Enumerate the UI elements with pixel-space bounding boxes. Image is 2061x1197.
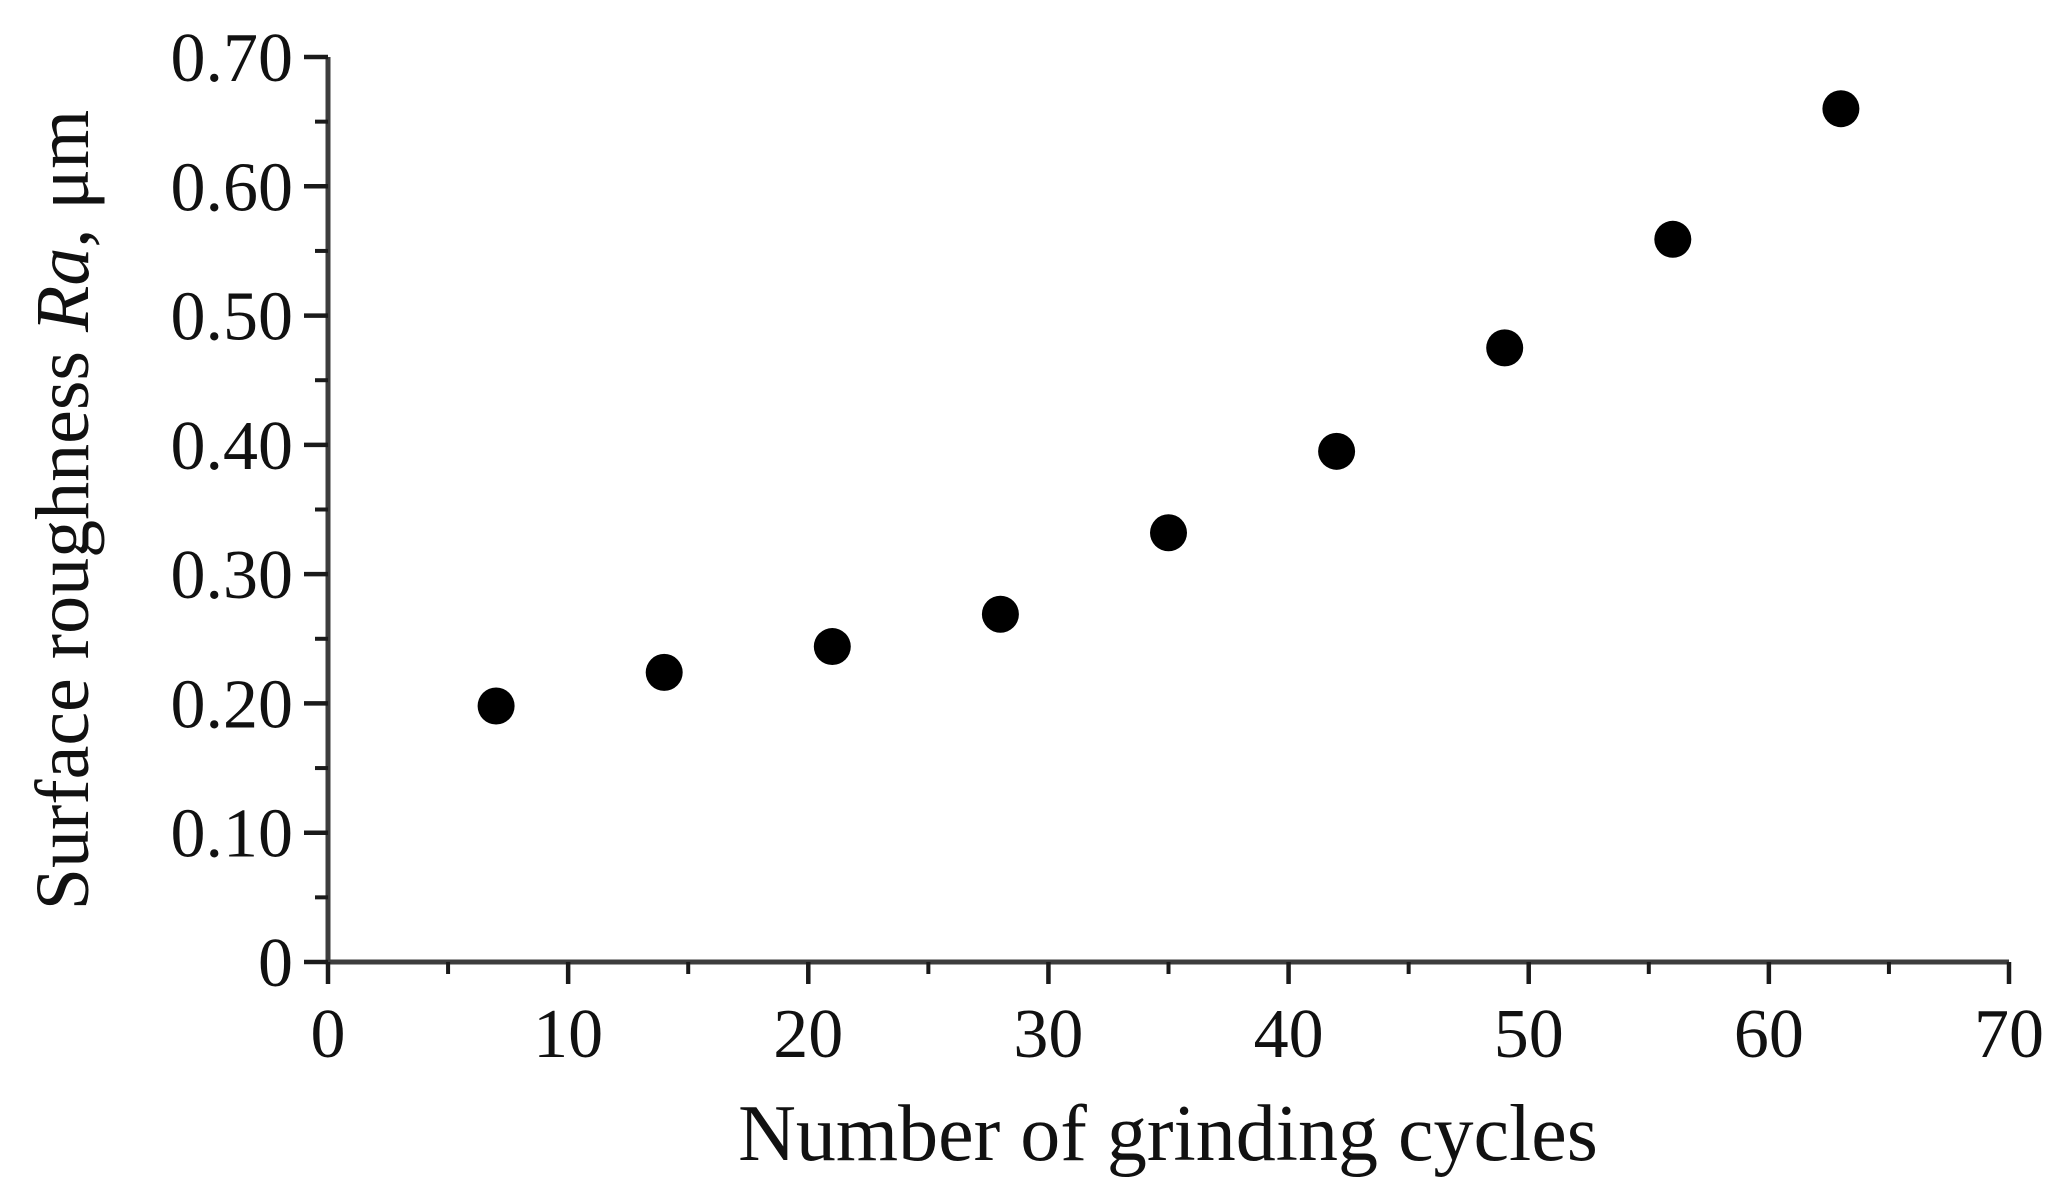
y-axis-title-variable: Ra bbox=[21, 248, 105, 333]
data-point bbox=[1318, 432, 1356, 470]
x-tick-label: 10 bbox=[533, 996, 603, 1073]
data-point bbox=[645, 653, 683, 691]
y-axis-title-prefix: Surface roughness bbox=[21, 332, 105, 910]
y-tick-label: 0.70 bbox=[171, 20, 294, 97]
y-axis-title: Surface roughness Ra, μm bbox=[21, 110, 105, 911]
x-tick-label: 30 bbox=[1013, 996, 1083, 1073]
y-tick-label: 0 bbox=[258, 925, 293, 1002]
data-point bbox=[1654, 220, 1692, 258]
axis-spine bbox=[325, 57, 2009, 965]
x-tick-label: 0 bbox=[311, 996, 346, 1073]
x-tick-label: 50 bbox=[1494, 996, 1564, 1073]
major-ticks bbox=[304, 54, 2012, 984]
axes bbox=[325, 57, 2009, 965]
y-tick-label: 0.20 bbox=[171, 666, 294, 743]
x-axis-tick-labels: 0 10 20 30 40 50 60 70 bbox=[311, 996, 2045, 1073]
data-points bbox=[477, 90, 1860, 725]
y-tick-label: 0.10 bbox=[171, 796, 294, 873]
data-point bbox=[477, 687, 515, 725]
minor-ticks bbox=[315, 119, 1891, 974]
data-point bbox=[981, 595, 1019, 633]
data-point bbox=[1150, 514, 1187, 552]
data-point bbox=[1486, 329, 1524, 367]
y-axis-title-suffix: , μm bbox=[21, 110, 105, 248]
x-tick-label: 60 bbox=[1734, 996, 1804, 1073]
y-tick-label: 0.40 bbox=[171, 408, 294, 485]
x-tick-label: 70 bbox=[1974, 996, 2044, 1073]
x-tick-label: 40 bbox=[1254, 996, 1324, 1073]
data-point bbox=[813, 628, 851, 666]
data-point bbox=[1822, 90, 1860, 128]
y-tick-label: 0.30 bbox=[171, 537, 294, 614]
x-tick-label: 20 bbox=[773, 996, 843, 1073]
y-tick-label: 0.60 bbox=[171, 149, 294, 226]
y-axis-tick-labels: 0 0.10 0.20 0.30 0.40 0.50 0.60 0.70 bbox=[171, 20, 294, 1002]
y-tick-label: 0.50 bbox=[171, 279, 294, 356]
x-axis-title: Number of grinding cycles bbox=[738, 1090, 1598, 1178]
